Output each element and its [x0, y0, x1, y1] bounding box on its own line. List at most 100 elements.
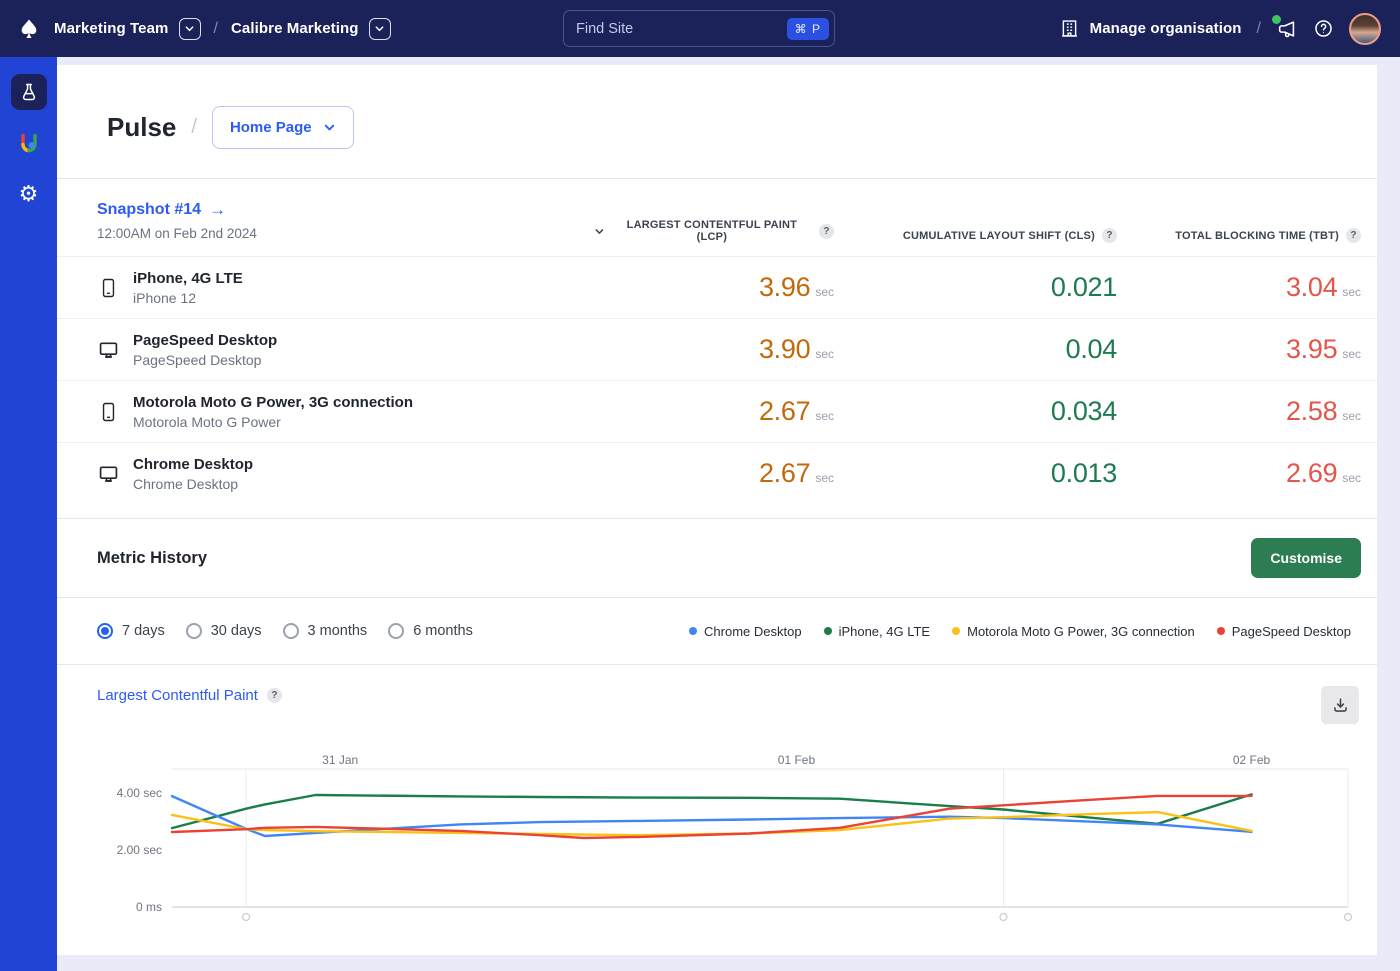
page-selector-dropdown[interactable]: Home Page [212, 106, 354, 149]
tbt-value-cell: 2.69 sec [1117, 458, 1361, 489]
help-badge[interactable]: ? [1346, 228, 1361, 243]
page-title: Pulse [107, 112, 176, 143]
range-3-months[interactable]: 3 months [283, 623, 368, 639]
column-label: TOTAL BLOCKING TIME (TBT) [1175, 230, 1339, 242]
column-header-lcp[interactable]: LARGEST CONTENTFUL PAINT (LCP) ? [594, 219, 834, 243]
radio-label: 30 days [211, 623, 262, 639]
team-switcher[interactable]: Marketing Team [54, 18, 201, 40]
tbt-value-cell: 3.04 sec [1117, 272, 1361, 303]
column-label: LARGEST CONTENTFUL PAINT (LCP) [612, 219, 812, 243]
svg-text:31 Jan: 31 Jan [322, 753, 358, 767]
spade-logo-icon [18, 18, 40, 40]
table-row-chrome-desktop[interactable]: Chrome Desktop Chrome Desktop 2.67sec 0.… [57, 442, 1377, 504]
svg-text:02 Feb: 02 Feb [1233, 753, 1271, 767]
range-6-months[interactable]: 6 months [388, 623, 473, 639]
unit-label: sec [1342, 285, 1361, 299]
unit-label: sec [815, 347, 834, 361]
help-badge[interactable]: ? [1102, 228, 1117, 243]
legend-dot [824, 627, 832, 635]
building-icon [1059, 18, 1080, 39]
chart-title: Largest Contentful Paint [97, 687, 258, 704]
navbar-separator: / [214, 20, 218, 38]
breadcrumb-separator: / [191, 116, 197, 139]
user-avatar[interactable] [1349, 13, 1381, 45]
customise-button[interactable]: Customise [1251, 538, 1361, 578]
desktop-icon [97, 464, 119, 484]
chart-download-button[interactable] [1321, 686, 1359, 724]
table-row-pagespeed-desktop[interactable]: PageSpeed Desktop PageSpeed Desktop 3.90… [57, 318, 1377, 380]
radio-checked-icon [97, 623, 113, 639]
lcp-value-cell: 2.67sec [594, 458, 834, 489]
device-profile: Motorola Moto G Power [133, 414, 413, 430]
navbar-separator: / [1257, 20, 1261, 38]
team-name: Marketing Team [54, 20, 169, 37]
unit-label: sec [1342, 471, 1361, 485]
lcp-value: 3.96 [759, 272, 810, 303]
sidebar: ⚙ [0, 57, 57, 971]
table-row-iphone[interactable]: iPhone, 4G LTE iPhone 12 3.96 sec 0.021 3… [57, 256, 1377, 318]
radio-label: 7 days [122, 623, 165, 639]
manage-organisation-button[interactable]: Manage organisation [1059, 18, 1242, 39]
chart-title-row: Largest Contentful Paint ? [97, 687, 282, 704]
tbt-value: 2.58 [1286, 396, 1337, 427]
tbt-value: 2.69 [1286, 458, 1337, 489]
lcp-value-cell: 3.90 sec [594, 334, 834, 365]
tbt-value-cell: 3.95sec [1117, 334, 1361, 365]
date-range-options: 7 days 30 days 3 months 6 months [97, 623, 473, 639]
gear-icon: ⚙ [19, 183, 39, 205]
table-row-motorola[interactable]: Motorola Moto G Power, 3G connection Mot… [57, 380, 1377, 442]
svg-text:4.00 sec: 4.00 sec [117, 786, 162, 800]
metric-history-title: Metric History [97, 549, 207, 568]
sidebar-item-settings[interactable]: ⚙ [11, 176, 47, 212]
device-profile: PageSpeed Desktop [133, 352, 277, 368]
range-7-days[interactable]: 7 days [97, 623, 165, 639]
radio-icon [283, 623, 299, 639]
radio-icon [186, 623, 202, 639]
site-switcher[interactable]: Calibre Marketing [231, 18, 391, 40]
snapshot-section: Snapshot #14 → 12:00AM on Feb 2nd 2024 L… [57, 178, 1377, 518]
snapshot-link[interactable]: Snapshot #14 → [97, 200, 226, 220]
lcp-value: 2.67 [759, 458, 810, 489]
chevron-down-icon [323, 121, 336, 134]
legend-item-pagespeed[interactable]: PageSpeed Desktop [1217, 624, 1351, 639]
mobile-icon [97, 401, 119, 423]
desktop-icon [97, 340, 119, 360]
device-profile: iPhone 12 [133, 290, 243, 306]
cls-value: 0.013 [1051, 458, 1117, 489]
legend-item-iphone[interactable]: iPhone, 4G LTE [824, 624, 931, 639]
sidebar-item-lab[interactable] [11, 74, 47, 110]
page-header: Pulse / Home Page [57, 65, 1377, 178]
calibre-logo[interactable] [17, 17, 41, 41]
device-name: Motorola Moto G Power, 3G connection [133, 394, 413, 411]
page-selector-label: Home Page [230, 119, 312, 136]
arrow-right-icon: → [209, 200, 226, 220]
column-header-cls[interactable]: CUMULATIVE LAYOUT SHIFT (CLS) ? [834, 228, 1117, 243]
column-header-tbt[interactable]: TOTAL BLOCKING TIME (TBT) ? [1117, 228, 1361, 243]
site-name: Calibre Marketing [231, 20, 359, 37]
cls-value-cell: 0.013 [834, 458, 1117, 489]
tbt-value: 3.04 [1286, 272, 1337, 303]
sidebar-item-chrome-ux[interactable] [11, 125, 47, 161]
notification-dot [1272, 15, 1281, 24]
cls-value-cell: 0.021 [834, 272, 1117, 303]
device-cell: PageSpeed Desktop PageSpeed Desktop [97, 332, 594, 368]
search-input[interactable] [576, 21, 787, 37]
legend-item-motorola[interactable]: Motorola Moto G Power, 3G connection [952, 624, 1195, 639]
legend-dot [952, 627, 960, 635]
legend-label: PageSpeed Desktop [1232, 624, 1351, 639]
lcp-value: 3.90 [759, 334, 810, 365]
help-button[interactable] [1313, 18, 1334, 39]
unit-label: sec [1342, 409, 1361, 423]
device-cell: Chrome Desktop Chrome Desktop [97, 456, 594, 492]
manage-organisation-label: Manage organisation [1090, 20, 1242, 37]
device-name: iPhone, 4G LTE [133, 270, 243, 287]
legend-item-chrome-desktop[interactable]: Chrome Desktop [689, 624, 802, 639]
lcp-chart-svg: 0 ms2.00 sec4.00 sec31 Jan01 Feb02 Feb [57, 750, 1377, 930]
navbar-left: Marketing Team / Calibre Marketing [0, 17, 391, 41]
help-badge[interactable]: ? [267, 688, 282, 703]
legend-dot [689, 627, 697, 635]
help-badge[interactable]: ? [819, 224, 834, 239]
range-30-days[interactable]: 30 days [186, 623, 262, 639]
device-profile: Chrome Desktop [133, 476, 253, 492]
announcements-button[interactable] [1276, 18, 1298, 40]
